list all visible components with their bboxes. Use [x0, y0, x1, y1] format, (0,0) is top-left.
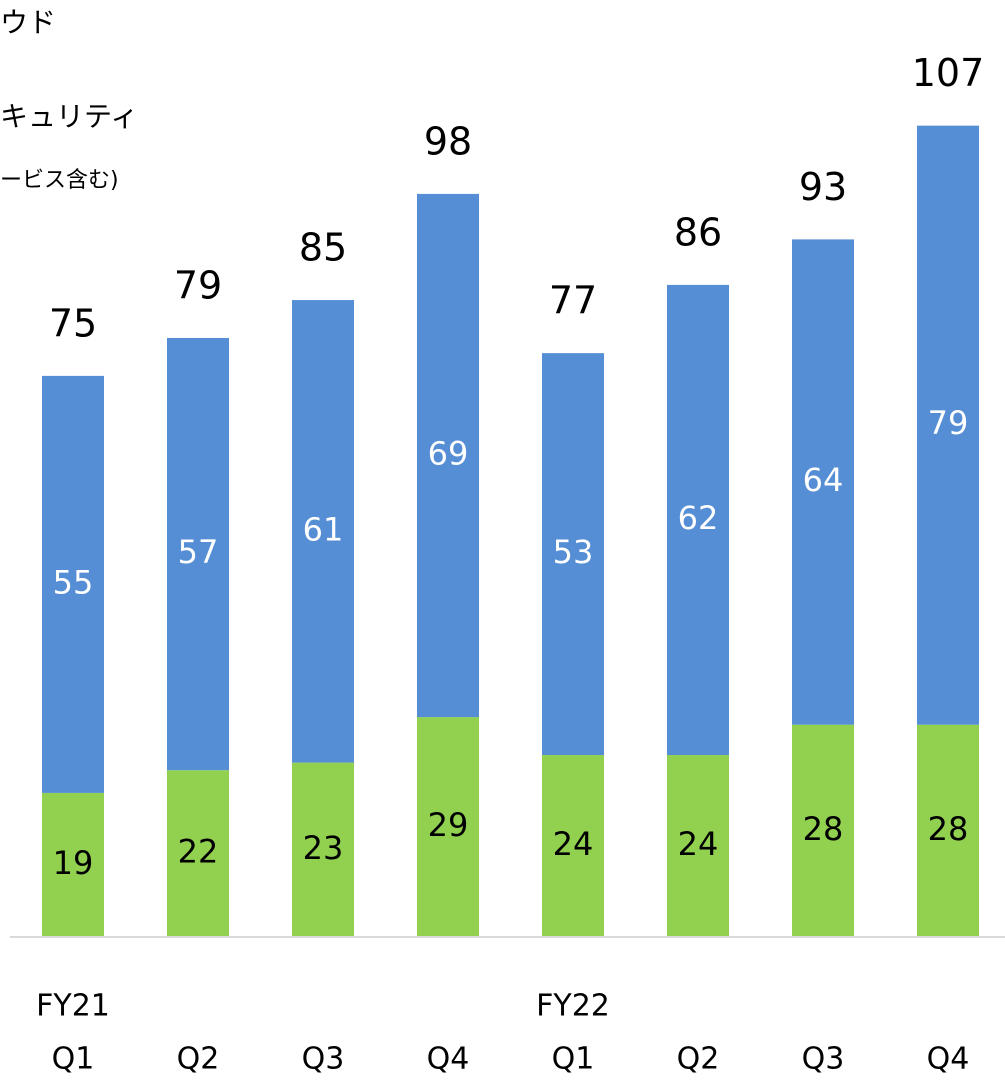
total-label: 86 — [674, 210, 722, 254]
x-tick-label: Q3 — [302, 1042, 345, 1077]
bar-segment — [792, 724, 854, 937]
bar-segment — [167, 770, 229, 937]
data-label: 22 — [178, 833, 219, 871]
total-label: 107 — [912, 51, 985, 95]
x-tick-label: Q4 — [927, 1042, 970, 1077]
bar-segment — [792, 239, 854, 725]
data-label: 28 — [928, 810, 969, 848]
bar-segment — [42, 375, 104, 793]
data-label: 62 — [678, 499, 719, 537]
data-label: 23 — [303, 829, 344, 867]
bar-segment — [917, 724, 979, 937]
bar-segment — [667, 284, 729, 756]
data-label: 57 — [178, 533, 219, 571]
bar-segment — [167, 337, 229, 771]
bar-segment — [42, 792, 104, 937]
bar-segment — [542, 353, 604, 756]
bar-segment — [917, 125, 979, 725]
x-tick-label: Q1 — [52, 1042, 95, 1077]
bar-segment — [417, 717, 479, 937]
data-label: 24 — [553, 825, 594, 863]
x-tick-label: Q1 — [552, 1042, 595, 1077]
total-label: 85 — [299, 226, 347, 270]
bar-segment — [292, 762, 354, 937]
total-label: 75 — [49, 301, 97, 345]
data-label: 24 — [678, 825, 719, 863]
group-label: FY21 — [36, 989, 110, 1024]
total-label: 93 — [799, 165, 847, 209]
bar-segment — [667, 755, 729, 937]
data-label: 55 — [53, 563, 94, 601]
bar-segment — [292, 300, 354, 763]
bar-segment — [417, 193, 479, 718]
x-tick-label: Q2 — [677, 1042, 720, 1077]
x-tick-label: Q4 — [427, 1042, 470, 1077]
total-label: 98 — [424, 119, 472, 163]
x-tick-label: Q3 — [802, 1042, 845, 1077]
data-label: 69 — [428, 435, 469, 473]
data-label: 64 — [803, 461, 844, 499]
data-label: 61 — [303, 510, 344, 548]
x-tick-label: Q2 — [177, 1042, 220, 1077]
legend-label: ウド — [0, 6, 56, 39]
data-label: 19 — [53, 844, 94, 882]
data-label: 53 — [553, 533, 594, 571]
total-label: 77 — [549, 279, 597, 323]
legend-label: キュリティ — [0, 100, 138, 133]
data-label: 79 — [928, 404, 969, 442]
bar-segment — [542, 755, 604, 937]
total-label: 79 — [174, 263, 222, 307]
legend-note: ービス含む) — [0, 168, 119, 193]
data-label: 29 — [428, 806, 469, 844]
data-label: 28 — [803, 810, 844, 848]
group-label: FY22 — [536, 989, 610, 1024]
